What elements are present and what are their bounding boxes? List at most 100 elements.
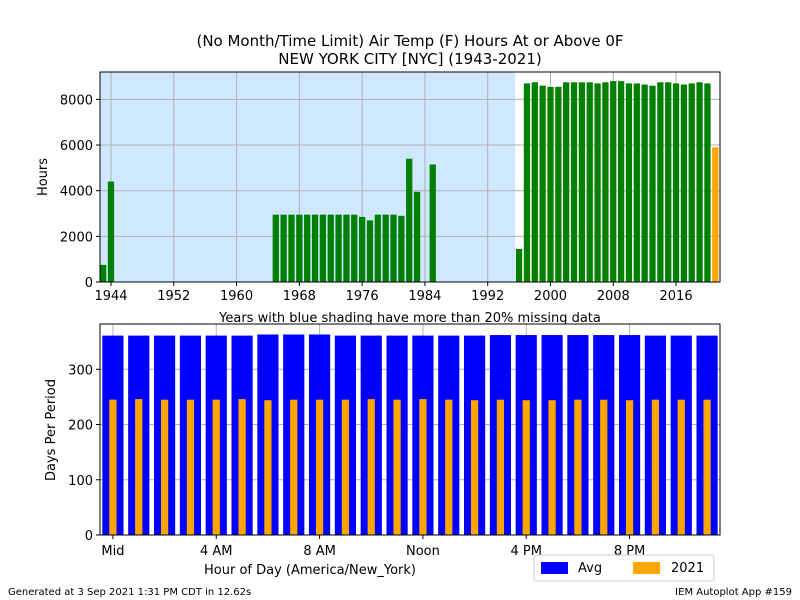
year-bar (610, 81, 617, 282)
year-bar (288, 214, 295, 282)
bottom-y-tick-label: 100 (68, 474, 93, 489)
top-x-tick-label: 2008 (597, 289, 630, 304)
year-bar (672, 83, 680, 282)
year-bar (280, 214, 287, 282)
year-bar (311, 214, 319, 282)
footer-app-id: IEM Autoplot App #159 (675, 587, 792, 598)
year-bar (351, 214, 358, 282)
year-bar (272, 214, 279, 282)
current-year-hour-bar (315, 399, 324, 535)
legend-swatch-2021 (633, 562, 660, 574)
year-bar (531, 82, 538, 283)
bottom-x-axis-label: Hour of Day (America/New_York) (204, 563, 416, 578)
year-bar (335, 214, 342, 282)
year-bar (688, 83, 695, 282)
current-year-hour-bar (135, 399, 143, 535)
chart-title: (No Month/Time Limit) Air Temp (F) Hours… (196, 32, 623, 50)
legend-swatch-avg (541, 562, 568, 574)
top-x-axis-label: Years with blue shading have more than 2… (218, 311, 601, 326)
current-year-hour-bar (212, 399, 220, 535)
year-bar (649, 85, 656, 283)
current-year-hour-bar (470, 400, 479, 535)
top-y-tick-label: 6000 (60, 139, 93, 154)
year-bar (594, 83, 601, 282)
year-bar (547, 86, 554, 282)
yearly-hours-chart: 1944 1952 1960 1968 1976 1984 1992 2000 2008 2016… (36, 71, 721, 326)
year-bar (366, 220, 374, 282)
current-year-bar (712, 147, 719, 282)
year-bar (343, 214, 350, 282)
year-bar (570, 82, 578, 283)
top-x-tick-label: 2000 (534, 289, 567, 304)
top-x-tick-label: 1968 (283, 289, 316, 304)
bottom-x-tick-label: 8 AM (303, 544, 336, 559)
year-bar (429, 164, 436, 282)
top-x-tick-label: 1976 (346, 289, 379, 304)
bottom-x-tick-label: Noon (406, 544, 440, 559)
year-bar (327, 214, 334, 282)
legend-box (533, 554, 715, 582)
top-x-tick-label: 1952 (157, 289, 190, 304)
year-bar (625, 83, 633, 282)
top-x-tick-label: 1960 (220, 289, 253, 304)
current-year-hour-bar (574, 399, 582, 535)
bottom-y-axis-label: Days Per Period (44, 379, 59, 481)
top-x-tick-label: 2016 (660, 289, 693, 304)
current-year-hour-bar (109, 399, 117, 535)
current-year-hour-bar (419, 399, 427, 535)
year-bar (586, 82, 593, 283)
year-bar (390, 214, 397, 282)
year-bar (602, 82, 609, 283)
year-bar (657, 82, 664, 283)
bottom-y-tick-label: 300 (68, 363, 93, 378)
top-y-tick-label: 4000 (60, 185, 93, 200)
yearly-bars (100, 81, 719, 283)
year-bar (617, 81, 625, 282)
year-bar (696, 82, 703, 283)
current-year-hour-bar (496, 399, 505, 535)
year-bar (515, 248, 523, 282)
top-x-tick-label: 1944 (94, 289, 127, 304)
year-bar (374, 214, 381, 282)
bottom-x-tick-label: Mid (101, 544, 124, 559)
year-bar (382, 214, 389, 282)
top-x-tick-label: 1984 (408, 289, 441, 304)
footer-generated: Generated at 3 Sep 2021 1:31 PM CDT in 1… (8, 587, 251, 598)
current-year-hour-bar (625, 400, 634, 535)
year-bar (633, 83, 640, 282)
bottom-x-tick-label: 4 AM (200, 544, 233, 559)
year-bar (563, 82, 570, 283)
current-year-hour-bar (522, 400, 530, 535)
year-bar (100, 264, 107, 282)
current-year-hour-bar (677, 399, 685, 535)
top-x-tick-label: 1992 (471, 289, 504, 304)
year-bar (578, 82, 586, 283)
current-year-hour-bar (341, 399, 350, 535)
top-y-tick-label: 8000 (60, 93, 93, 108)
year-bar (555, 86, 562, 282)
current-year-hour-bar (160, 399, 169, 535)
year-bar (398, 215, 405, 282)
year-bar (319, 214, 327, 282)
current-year-hour-bar (367, 399, 375, 535)
top-y-axis-label: Hours (36, 158, 51, 196)
year-bar (358, 216, 366, 282)
top-axes-frame (99, 71, 721, 283)
bottom-plot-area (100, 324, 720, 535)
current-year-hour-bar (393, 399, 401, 535)
current-year-hour-bar (651, 399, 660, 535)
current-year-hour-bar (238, 399, 246, 535)
current-year-hour-bar (703, 399, 711, 535)
current-year-hour-bar (445, 399, 453, 535)
legend-label-avg: Avg (578, 561, 602, 576)
year-bar (539, 85, 546, 283)
chart-subtitle: NEW YORK CITY [NYC] (1943-2021) (278, 50, 541, 68)
year-bar (523, 83, 531, 282)
current-year-hour-bar (548, 400, 556, 535)
bottom-y-tick-label: 200 (68, 419, 93, 434)
top-ticks: 1944 1952 1960 1968 1976 1984 1992 2000 2008 2016… (60, 93, 693, 304)
year-bar (406, 158, 413, 282)
